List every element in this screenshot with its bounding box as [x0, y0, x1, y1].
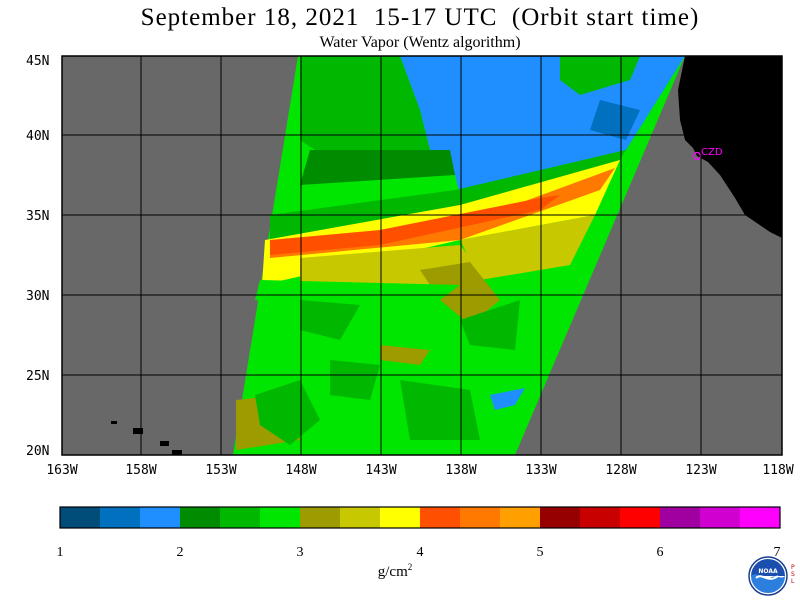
colorbar-segment [140, 507, 181, 528]
lat-label: 40N [26, 129, 49, 144]
lon-label: 128W [605, 463, 636, 478]
lon-label: 133W [525, 463, 556, 478]
colorbar-segment [340, 507, 381, 528]
colorbar-segment [700, 507, 741, 528]
colorbar-tick: 5 [536, 545, 544, 560]
lon-label: 163W [46, 463, 77, 478]
colorbar-tick: 2 [176, 545, 184, 560]
lon-label: 118W [762, 463, 793, 478]
colorbar-units-text: g/cm [377, 564, 408, 580]
satellite-swath [233, 56, 685, 455]
colorbar-frame [59, 506, 781, 529]
lat-label: 45N [26, 54, 49, 69]
colorbar-segment [220, 507, 261, 528]
graticule [62, 56, 782, 455]
colorbar-tick: 3 [296, 545, 304, 560]
colorbar-segment [660, 507, 701, 528]
noaa-logo-icon: NOAA [748, 556, 788, 596]
map-frame [61, 55, 783, 456]
lon-label: 123W [685, 463, 716, 478]
lon-label: 138W [445, 463, 476, 478]
lon-label: 158W [125, 463, 156, 478]
colorbar-tick: 4 [416, 545, 424, 560]
colorbar-segment [300, 507, 341, 528]
swath-band-green [270, 150, 626, 240]
colorbar [60, 507, 781, 528]
colorbar-segment [580, 507, 621, 528]
logo-text: NOAA [758, 568, 778, 575]
lon-label: 153W [205, 463, 236, 478]
colorbar-segment [740, 507, 781, 528]
colorbar-units-exponent: 2 [407, 562, 413, 572]
colorbar-tick: 1 [56, 545, 64, 560]
colorbar-tick: 7 [773, 545, 781, 560]
lat-label: 25N [26, 369, 49, 384]
colorbar-segment [460, 507, 501, 528]
colorbar-segment [540, 507, 581, 528]
latitude-labels: 45N 40N 35N 30N 25N 20N [26, 54, 49, 459]
colorbar-segment [60, 507, 101, 528]
swath-band-red-orange [270, 195, 560, 255]
lon-label: 148W [285, 463, 316, 478]
lat-label: 20N [26, 444, 49, 459]
lat-label: 30N [26, 289, 49, 304]
colorbar-units: g/cm2 [378, 562, 413, 581]
map-subtitle: Water Vapor (Wentz algorithm) [319, 34, 521, 51]
colorbar-segment [260, 507, 301, 528]
colorbar-segment [620, 507, 661, 528]
lon-label: 143W [365, 463, 396, 478]
longitude-labels: 163W 158W 153W 148W 143W 138W 133W 128W … [46, 463, 793, 478]
colorbar-tick: 6 [656, 545, 664, 560]
city-label: CZD [701, 147, 723, 158]
land-north-america [678, 56, 782, 238]
colorbar-segment [100, 507, 141, 528]
colorbar-segment [180, 507, 221, 528]
map-title: September 18, 2021 15-17 UTC (Orbit star… [140, 4, 700, 31]
colorbar-segment [500, 507, 541, 528]
hawaiian-islands [111, 421, 182, 455]
lat-label: 35N [26, 209, 49, 224]
colorbar-segment [420, 507, 461, 528]
swath-moist-blue [400, 56, 685, 195]
colorbar-segment [380, 507, 421, 528]
